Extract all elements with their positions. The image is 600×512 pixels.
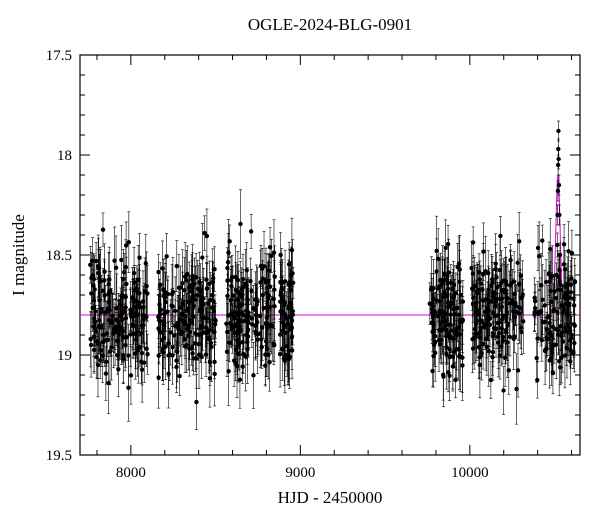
y-tick-label: 18 <box>57 148 72 164</box>
x-tick-label: 10000 <box>451 465 489 481</box>
y-tick-label: 18.5 <box>46 248 72 264</box>
y-axis-label: I magnitude <box>9 214 28 296</box>
x-axis-label: HJD - 2450000 <box>278 488 383 507</box>
chart-svg: OGLE-2024-BLG-0901 8000 9000 10000 17.5 18 18.… <box>0 0 600 512</box>
x-tick-label: 9000 <box>285 465 315 481</box>
y-tick-label: 17.5 <box>46 48 72 64</box>
chart-title: OGLE-2024-BLG-0901 <box>248 15 412 34</box>
y-tick-label: 19.5 <box>46 448 72 464</box>
x-tick-label: 8000 <box>116 465 146 481</box>
lightcurve-chart: OGLE-2024-BLG-0901 8000 9000 10000 17.5 18 18.… <box>0 0 600 512</box>
y-tick-label: 19 <box>57 348 72 364</box>
